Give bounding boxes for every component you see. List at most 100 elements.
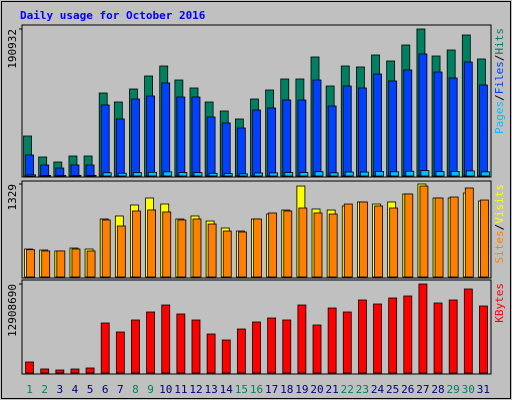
bar <box>237 231 247 278</box>
bar <box>72 174 82 177</box>
x-tick-label: 25 <box>386 383 399 396</box>
x-tick-label: 10 <box>159 383 172 396</box>
y-tick-label: 190932 <box>6 29 19 69</box>
bar <box>178 172 188 177</box>
bar <box>131 319 140 374</box>
bar <box>343 203 353 278</box>
bar <box>40 368 50 374</box>
chart-title: Daily usage for October 2016 <box>20 9 206 22</box>
bar <box>115 331 125 374</box>
bar <box>433 71 443 177</box>
bar <box>448 77 458 177</box>
bar <box>375 171 384 177</box>
bar <box>177 219 187 278</box>
bar <box>284 172 294 177</box>
y-tick-label: 12908690 <box>6 284 19 337</box>
legend-entry: KBytes <box>493 283 506 323</box>
x-tick-label: 6 <box>102 383 109 396</box>
legend-entry: Pages <box>493 101 506 134</box>
x-tick-label: 17 <box>265 383 278 396</box>
bar <box>297 99 307 177</box>
bar <box>25 154 34 177</box>
bar <box>465 170 475 177</box>
x-tick-label: 22 <box>341 383 354 396</box>
bar <box>267 107 277 177</box>
bar <box>55 369 65 374</box>
bar <box>161 82 171 177</box>
x-tick-label: 12 <box>189 383 202 396</box>
x-tick-label: 13 <box>204 383 217 396</box>
bar <box>342 311 352 374</box>
x-tick-label: 24 <box>371 383 385 396</box>
x-tick-label: 14 <box>220 383 234 396</box>
bar <box>101 219 111 278</box>
bar <box>463 61 473 177</box>
bar <box>206 333 216 374</box>
bar <box>479 305 488 374</box>
bar <box>207 223 217 278</box>
bar <box>269 172 279 177</box>
bar <box>479 84 488 177</box>
bar <box>206 116 216 177</box>
x-tick-label: 31 <box>477 383 490 396</box>
legend-entry: Visits <box>493 184 506 224</box>
bar <box>328 213 338 278</box>
bar <box>70 368 80 374</box>
bar <box>146 95 155 177</box>
bar <box>420 170 430 177</box>
bar <box>448 299 458 374</box>
bar <box>312 324 322 374</box>
bar <box>480 199 489 278</box>
bar <box>267 317 277 374</box>
bar <box>191 319 201 374</box>
bar <box>176 313 186 374</box>
legend-entry: Files <box>493 61 506 94</box>
bar <box>450 170 460 177</box>
bar <box>433 302 443 374</box>
bar <box>403 69 413 177</box>
bar <box>329 172 339 177</box>
legend-separator: / <box>493 55 506 62</box>
bar <box>389 207 399 278</box>
bar <box>405 170 415 177</box>
x-tick-label: 4 <box>72 383 79 396</box>
legend: KBytes <box>493 283 506 323</box>
bar <box>254 172 263 177</box>
bar <box>25 361 34 374</box>
bar <box>221 122 231 177</box>
bar <box>299 172 309 177</box>
bar <box>360 171 369 177</box>
bar <box>40 164 50 177</box>
bar <box>282 319 292 374</box>
bar <box>221 339 231 374</box>
x-tick-label: 19 <box>295 383 308 396</box>
x-tick-label: 9 <box>147 383 154 396</box>
legend-separator: / <box>493 224 506 231</box>
bar <box>312 79 322 177</box>
bar <box>208 172 218 177</box>
legend-separator: / <box>493 94 506 101</box>
bar <box>327 105 337 177</box>
bar <box>192 218 202 278</box>
bar <box>56 250 66 278</box>
x-tick-label: 20 <box>310 383 323 396</box>
bar <box>147 209 156 278</box>
bar <box>283 210 293 278</box>
bar <box>358 299 367 374</box>
bar <box>162 211 172 278</box>
bar <box>252 321 261 374</box>
bar <box>133 172 142 177</box>
bar <box>131 98 140 177</box>
x-tick-label: 1 <box>26 383 33 396</box>
x-tick-label: 23 <box>356 383 369 396</box>
x-tick-label: 8 <box>132 383 139 396</box>
bar <box>373 303 382 374</box>
bar <box>27 174 36 177</box>
bar <box>87 174 97 177</box>
x-tick-label: 18 <box>280 383 293 396</box>
bar <box>390 171 400 177</box>
bar <box>85 164 95 177</box>
bar <box>238 173 248 177</box>
x-tick-label: 3 <box>57 383 64 396</box>
bar <box>297 304 307 374</box>
